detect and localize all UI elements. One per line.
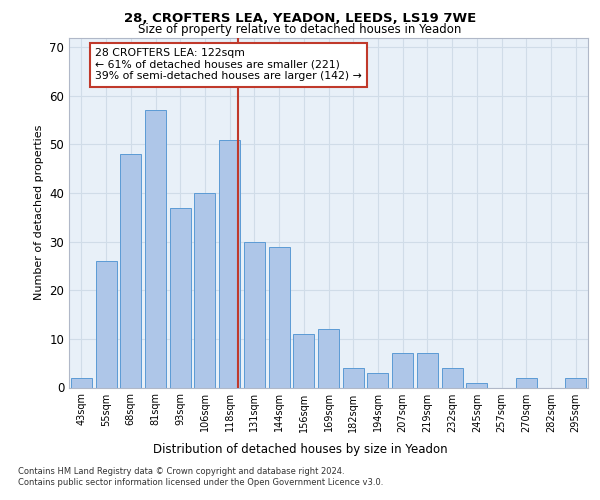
Bar (194, 193, 215, 388)
Bar (269, 246, 290, 388)
Bar (516, 378, 537, 388)
Text: 28, CROFTERS LEA, YEADON, LEEDS, LS19 7WE: 28, CROFTERS LEA, YEADON, LEEDS, LS19 7W… (124, 12, 476, 24)
Bar (442, 368, 463, 388)
Bar (466, 382, 487, 388)
Bar (367, 373, 388, 388)
Bar (343, 368, 364, 388)
Bar (244, 242, 265, 388)
Text: Contains HM Land Registry data © Crown copyright and database right 2024.
Contai: Contains HM Land Registry data © Crown c… (18, 468, 383, 487)
Bar (145, 110, 166, 388)
Text: Distribution of detached houses by size in Yeadon: Distribution of detached houses by size … (152, 442, 448, 456)
Bar (318, 329, 339, 388)
Bar (219, 140, 240, 388)
Bar (565, 378, 586, 388)
Bar (293, 334, 314, 388)
Bar (95, 261, 116, 388)
Bar (392, 354, 413, 388)
Bar (120, 154, 141, 388)
Text: 28 CROFTERS LEA: 122sqm
← 61% of detached houses are smaller (221)
39% of semi-d: 28 CROFTERS LEA: 122sqm ← 61% of detache… (95, 48, 362, 81)
Bar (417, 354, 438, 388)
Bar (170, 208, 191, 388)
Bar (71, 378, 92, 388)
Y-axis label: Number of detached properties: Number of detached properties (34, 125, 44, 300)
Text: Size of property relative to detached houses in Yeadon: Size of property relative to detached ho… (139, 22, 461, 36)
